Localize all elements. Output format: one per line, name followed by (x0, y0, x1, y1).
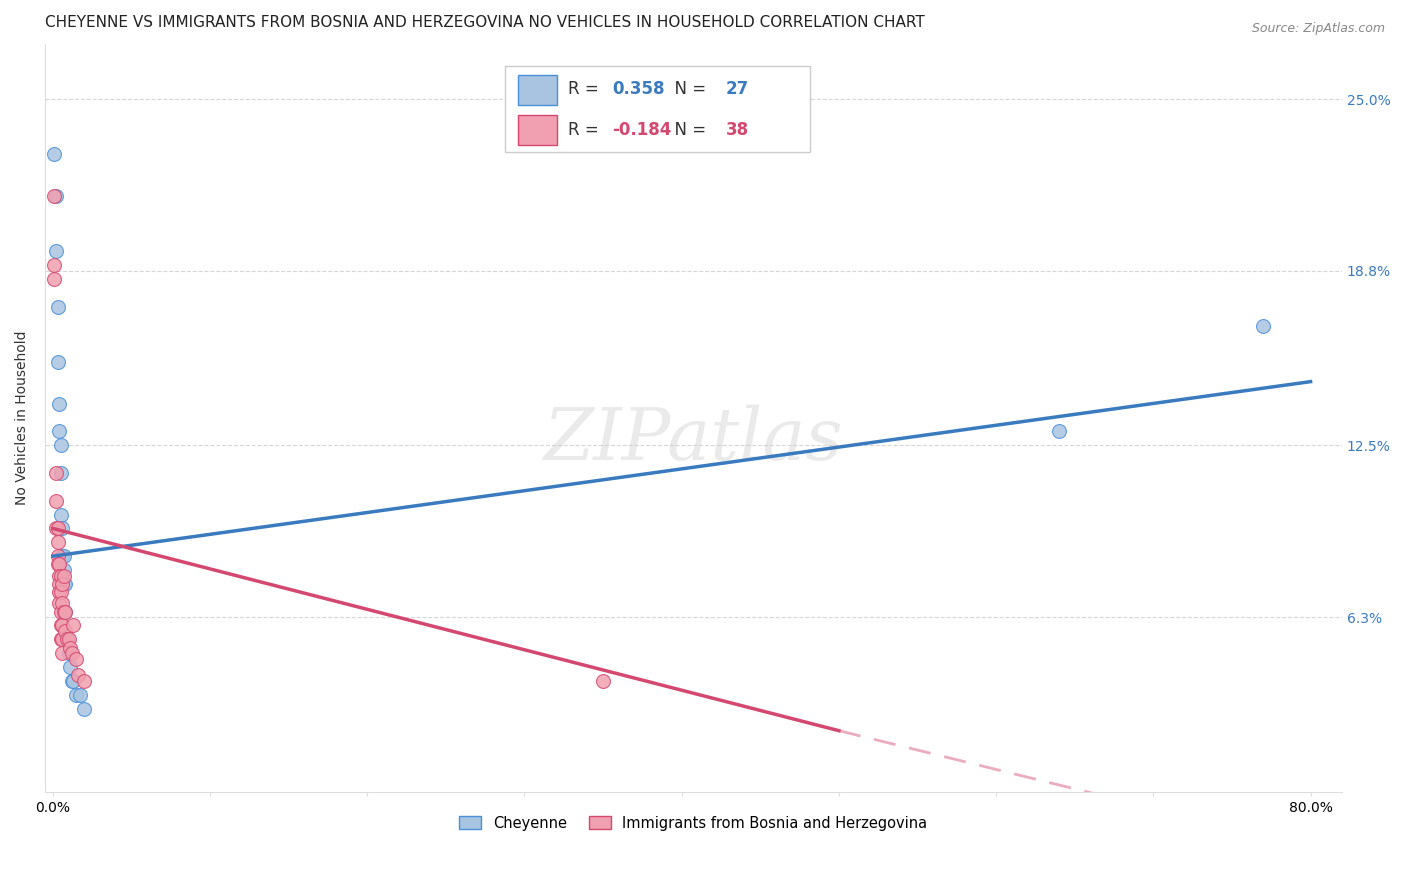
Point (46, 558, 69, 572)
Point (58, 646, 80, 660)
Legend: Cheyenne, Immigrants from Bosnia and Herzegovina: Cheyenne, Immigrants from Bosnia and Her… (454, 810, 934, 837)
Point (73, 701, 96, 715)
Point (46, 300, 69, 314)
Point (49, 585, 72, 599)
Point (55, 605, 77, 619)
Point (44, 258, 66, 272)
Point (52, 549, 75, 563)
Point (49, 568, 72, 582)
Point (56, 632, 79, 647)
Point (49, 466, 72, 480)
Point (51, 577, 73, 591)
Point (51, 596, 73, 610)
Point (48, 596, 70, 610)
Text: -0.184: -0.184 (612, 120, 671, 138)
Point (52, 577, 75, 591)
Point (46, 521, 69, 535)
Point (49, 618, 72, 632)
Text: 27: 27 (725, 79, 749, 97)
Point (48, 568, 70, 582)
Point (48, 558, 70, 572)
Text: Source: ZipAtlas.com: Source: ZipAtlas.com (1251, 22, 1385, 36)
Point (49, 605, 72, 619)
Point (69, 688, 91, 702)
Point (1047, 425, 1070, 439)
Point (51, 646, 73, 660)
Point (46, 355, 69, 369)
Point (52, 563, 75, 577)
Point (51, 521, 73, 535)
Point (56, 632, 79, 647)
Point (48, 397, 70, 411)
Point (60, 646, 83, 660)
Point (60, 673, 83, 688)
Text: 0.358: 0.358 (612, 79, 664, 97)
Point (51, 618, 73, 632)
Point (48, 577, 70, 591)
Text: R =: R = (568, 79, 603, 97)
Point (66, 668, 89, 682)
Point (51, 632, 73, 647)
Point (44, 147, 66, 161)
Point (48, 585, 70, 599)
Point (58, 632, 80, 647)
Point (45, 521, 67, 535)
Point (49, 632, 72, 647)
Point (59, 660, 82, 674)
Point (51, 549, 73, 563)
Point (55, 624, 77, 638)
Point (46, 535, 69, 549)
Point (45, 493, 67, 508)
Text: N =: N = (664, 79, 711, 97)
FancyBboxPatch shape (505, 66, 810, 153)
Point (55, 577, 77, 591)
Point (65, 651, 87, 665)
Point (48, 425, 70, 439)
Point (62, 618, 84, 632)
Point (52, 605, 75, 619)
Point (46, 549, 69, 563)
Text: 38: 38 (725, 120, 749, 138)
Y-axis label: No Vehicles in Household: No Vehicles in Household (15, 330, 30, 505)
Point (44, 189, 66, 203)
Text: CHEYENNE VS IMMIGRANTS FROM BOSNIA AND HERZEGOVINA NO VEHICLES IN HOUSEHOLD CORR: CHEYENNE VS IMMIGRANTS FROM BOSNIA AND H… (45, 15, 925, 30)
Point (49, 438, 72, 452)
Point (44, 272, 66, 286)
Point (62, 673, 84, 688)
Text: N =: N = (664, 120, 711, 138)
FancyBboxPatch shape (519, 75, 557, 105)
Point (1253, 319, 1275, 334)
Point (45, 466, 67, 480)
Text: R =: R = (568, 120, 603, 138)
Point (45, 189, 67, 203)
Point (73, 673, 96, 688)
Point (59, 640, 82, 655)
Point (55, 605, 77, 619)
FancyBboxPatch shape (519, 115, 557, 145)
Point (49, 508, 72, 522)
Point (52, 568, 75, 582)
Text: ZIPatlas: ZIPatlas (544, 405, 844, 475)
Point (45, 244, 67, 259)
Point (65, 688, 87, 702)
Point (592, 673, 614, 688)
